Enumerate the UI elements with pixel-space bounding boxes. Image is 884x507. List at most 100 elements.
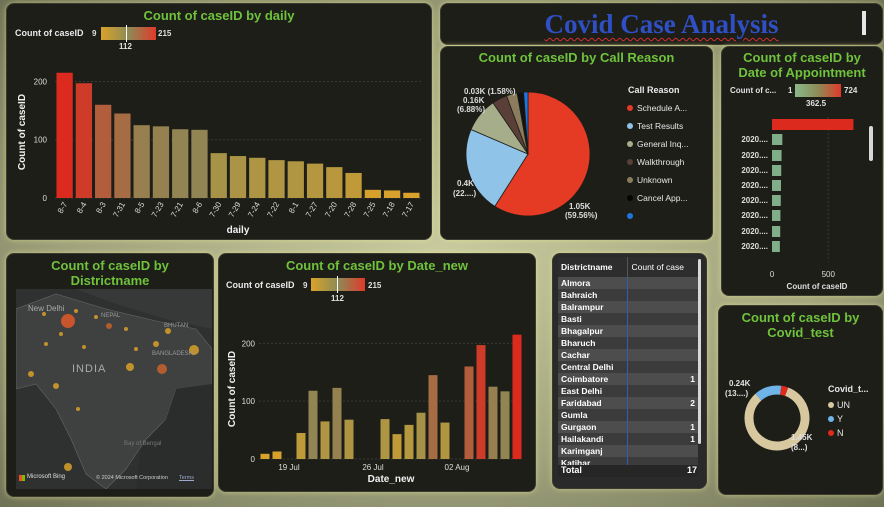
daily-xtick: 8-3 [94,200,108,215]
date-new-bar [320,421,330,459]
table-row[interactable]: Hailakandi 1 [558,433,698,445]
appointment-scrollbar[interactable] [869,126,873,161]
daily-bar [306,163,324,198]
map-attribution-terms[interactable]: Terms [179,475,194,481]
table-row[interactable]: Almora [558,277,698,289]
covid-test-title-line2: Covid_test [767,325,834,340]
daily-ytick: 100 [34,136,48,145]
pie-slice [494,91,591,217]
bing-logo-icon [19,475,25,481]
pie-legend-item[interactable]: Unknown [627,171,712,189]
slice-label-left1: 0.16K [463,96,485,105]
map-label-bhutan: BHUTAN [164,323,189,329]
table-cell-district: Cachar [558,349,629,361]
daily-chart-card[interactable]: Count of caseID by daily Count of caseID… [6,3,432,240]
appt-ytick: 2020.... [741,227,768,236]
pie-legend-item[interactable]: Walkthrough [627,153,712,171]
daily-ytick: 0 [43,194,48,203]
table-row[interactable]: Balrampur [558,301,698,313]
date-new-title: Count of caseID by Date_new [285,258,469,273]
district-map-card[interactable]: Count of caseID by Districtname New Delh… [6,253,214,497]
daily-bar [114,113,131,198]
date-new-xtick: 19 Jul [278,463,300,472]
donut-legend-dot [828,402,834,408]
donut-legend-item[interactable]: N [828,426,850,440]
appt-xtick: 0 [770,270,775,279]
daily-bar [345,172,362,198]
district-map-title-line2: Districtname [70,273,150,288]
pie-legend-dot [627,123,633,129]
pie-legend-item[interactable]: Test Results [627,117,712,135]
pie-legend-label: General Inq... [637,139,689,149]
pie-legend-item[interactable]: Cancel App... [627,189,712,207]
table-row[interactable]: Cachar [558,349,698,361]
table-scrollbar[interactable] [698,259,701,444]
daily-xtick: 7-27 [304,200,320,219]
map-label-india: INDIA [72,363,107,375]
daily-bar [210,153,227,198]
pie-legend-item[interactable] [627,207,712,225]
pie-legend-dot [627,195,633,201]
pie-legend-item[interactable]: Schedule A... [627,99,712,117]
donut-slice [755,385,782,401]
table-cell-district: Gumla [558,409,629,421]
pie-slice [523,91,529,155]
table-cell-district: Balrampur [558,301,629,313]
call-reason-title: Count of caseID by Call Reason [478,50,675,65]
appt-ytick: 2020.... [741,211,768,220]
donut-legend-item[interactable]: Y [828,412,850,426]
appointment-legend-gradient [795,84,841,97]
donut-legend-item[interactable]: UN [828,398,850,412]
date-new-bar [464,366,474,459]
table-row[interactable]: Basti [558,313,698,325]
date-new-bar [392,434,402,459]
donut-label-big-b: (8...) [791,443,808,452]
table-row[interactable]: Karimganj [558,445,698,457]
pie-legend-dot [627,177,633,183]
date-new-legend-min: 9 [303,281,308,290]
call-reason-card[interactable]: Count of caseID by Call Reason Call Reas… [440,46,713,240]
pie-legend-label: Unknown [637,175,673,185]
date-new-chart-card[interactable]: Count of caseID by Date_new Count of cas… [218,253,536,492]
table-row[interactable]: Bahraich [558,289,698,301]
date-new-bar [512,334,522,459]
covid-test-legend-title: Covid_t... [828,384,869,394]
daily-bar [249,157,266,198]
pie-legend-item[interactable]: General Inq... [627,135,712,153]
donut-label-small: 0.24K [729,379,751,388]
count-col-header[interactable]: Count of case [631,262,684,272]
daily-xtick: 7-25 [362,200,378,219]
district-table-viewport: Districtname Count of case Almora Bahraic… [558,257,698,483]
appointment-card[interactable]: Count of caseID by Date of Appointment C… [721,46,883,296]
daily-ylabel: Count of caseID [17,94,28,170]
district-table-card[interactable]: Districtname Count of case Almora Bahraic… [552,253,707,489]
table-row[interactable]: Bharuch [558,337,698,349]
table-cell-count [628,361,698,373]
daily-bar [403,192,420,198]
date-new-xtick: 02 Aug [445,463,470,472]
appt-ytick: 2020.... [741,166,768,175]
table-row[interactable]: Gumla [558,409,698,421]
date-new-legend-marker [337,276,338,293]
daily-bar [95,104,112,198]
table-row[interactable]: Faridabad 2 [558,397,698,409]
district-col-header[interactable]: Districtname [558,257,629,277]
pie-legend-label: Walkthrough [637,157,685,167]
table-row[interactable]: East Delhi [558,385,698,397]
table-row[interactable]: Gurgaon 1 [558,421,698,433]
map-area[interactable]: New Delhi NEPAL BHUTAN BANGLADESH INDIA … [15,289,213,490]
covid-test-card[interactable]: Count of caseID by Covid_test 0.24K (13.… [718,305,883,495]
daily-xtick: 7-31 [111,200,127,219]
appt-bar [772,119,854,130]
daily-xtick: 8-5 [133,200,147,215]
table-row[interactable]: Coimbatore 1 [558,373,698,385]
daily-xtick: 8-6 [191,200,205,215]
slice-label-rightb: (59.56%) [565,211,598,220]
pie-slice [465,128,529,207]
table-cell-count [628,289,698,301]
slice-label-top: 0.03K (1.58%) [464,87,516,96]
table-row[interactable]: Central Delhi [558,361,698,373]
map-attribution-bing: Microsoft Bing [27,474,66,480]
table-row[interactable]: Bhagalpur [558,325,698,337]
covid-test-title-line1: Count of caseID by [741,310,860,325]
